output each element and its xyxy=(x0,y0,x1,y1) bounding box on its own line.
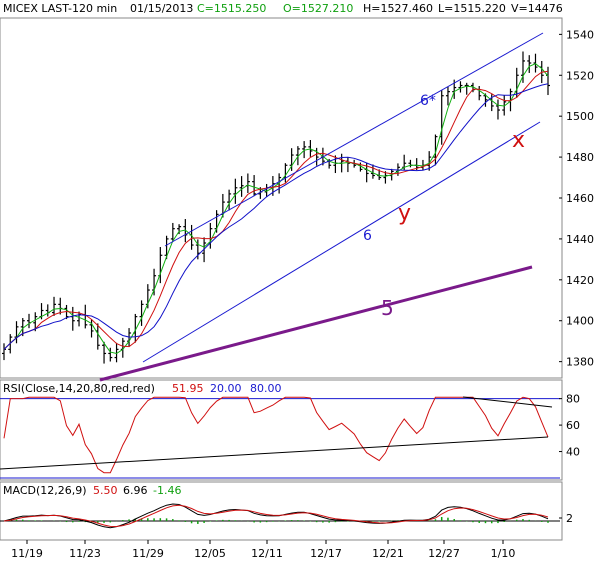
x-tick-label: 1/10 xyxy=(491,547,516,560)
label-6-star: 6* xyxy=(420,93,436,109)
label-5: 5 xyxy=(381,296,394,320)
rsi-line xyxy=(3,396,549,474)
macd-signal-line xyxy=(3,504,549,528)
x-tick-label: 12/11 xyxy=(251,547,283,560)
x-tick-label: 12/27 xyxy=(428,547,460,560)
macd-label: MACD(12,26,9) xyxy=(3,484,87,497)
macd-value-2: 6.96 xyxy=(123,484,148,497)
ma-red-line xyxy=(3,70,549,350)
rsi-trend-line-upper xyxy=(462,396,553,408)
support-line-5 xyxy=(99,265,533,382)
macd-y-axis: 2 xyxy=(559,512,573,525)
header-date: 01/15/2013 xyxy=(130,2,193,15)
rsi-value: 51.95 xyxy=(172,382,204,395)
price-y-tick-label: 1540 xyxy=(566,28,594,41)
rsi-label: RSI(Close,14,20,80,red,red) xyxy=(3,382,155,395)
ma-green-line xyxy=(3,63,549,355)
price-y-tick-label: 1460 xyxy=(566,192,594,205)
macd-value-1: 5.50 xyxy=(93,484,118,497)
x-tick-label: 12/05 xyxy=(194,547,226,560)
rsi-y-axis: 80 60 40 xyxy=(559,393,580,459)
rsi-y-tick-label: 40 xyxy=(566,446,580,459)
price-y-tick-label: 1500 xyxy=(566,110,594,123)
price-y-axis: 1380 1400 1420 1440 1460 1480 1500 1520 1540 xyxy=(559,28,594,369)
header-low: L=1515.220 xyxy=(438,2,506,15)
price-panel xyxy=(0,17,563,379)
header: MICEX LAST-120 min 01/15/2013 C=1515.250… xyxy=(3,2,563,15)
annotations: 6* 6 5 x y xyxy=(363,93,525,320)
rsi-y-tick-label: 80 xyxy=(566,393,580,406)
rsi-high-band: 80.00 xyxy=(250,382,282,395)
price-y-tick-label: 1440 xyxy=(566,233,594,246)
price-y-tick-label: 1520 xyxy=(566,69,594,82)
header-open: O=1527.210 xyxy=(283,2,353,15)
rsi-trend-line-lower xyxy=(0,436,549,470)
header-volume: V=14476 xyxy=(511,2,563,15)
rsi-y-tick-label: 60 xyxy=(566,419,580,432)
price-layer xyxy=(2,51,550,364)
price-y-tick-label: 1420 xyxy=(566,274,594,287)
header-symbol: MICEX LAST-120 min xyxy=(3,2,117,15)
price-y-tick-label: 1480 xyxy=(566,151,594,164)
x-axis: 11/19 11/23 11/29 12/05 12/11 12/17 12/21 12/27… xyxy=(11,540,515,560)
price-y-tick-label: 1380 xyxy=(566,356,594,369)
rsi-panel xyxy=(0,379,563,481)
macd-header: MACD(12,26,9) 5.50 6.96 -1.46 xyxy=(3,484,181,497)
macd-y-tick-label: 2 xyxy=(566,512,573,525)
rsi-header: RSI(Close,14,20,80,red,red) 51.95 20.00 … xyxy=(3,382,282,395)
x-tick-label: 11/19 xyxy=(11,547,43,560)
macd-layer xyxy=(0,503,560,529)
channel-upper-line xyxy=(164,32,544,247)
rsi-layer xyxy=(0,396,560,479)
x-tick-label: 11/29 xyxy=(132,547,164,560)
macd-panel xyxy=(0,481,563,541)
x-tick-label: 12/17 xyxy=(310,547,342,560)
label-6: 6 xyxy=(363,228,372,244)
price-y-tick-label: 1400 xyxy=(566,315,594,328)
x-tick-label: 12/21 xyxy=(372,547,404,560)
x-tick-label: 11/23 xyxy=(69,547,101,560)
label-y: y xyxy=(398,201,411,226)
channel-lower-line xyxy=(142,121,541,363)
macd-value-3: -1.46 xyxy=(153,484,181,497)
rsi-low-band: 20.00 xyxy=(210,382,242,395)
ma-blue-line xyxy=(3,83,549,350)
label-x: x xyxy=(512,128,525,153)
header-high: H=1527.460 xyxy=(363,2,433,15)
header-close: C=1515.250 xyxy=(197,2,266,15)
trend-lines xyxy=(99,32,544,382)
